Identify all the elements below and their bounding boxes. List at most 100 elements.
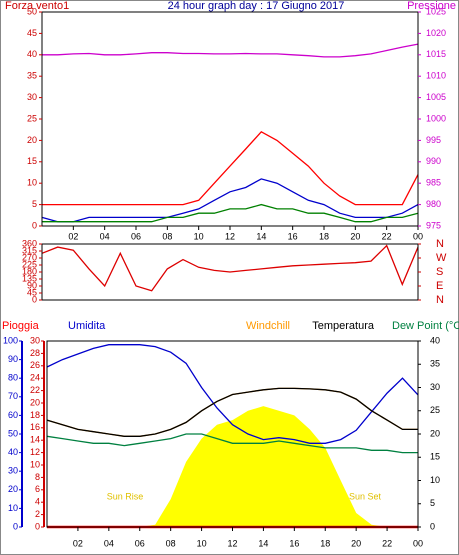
y-tick-label: 20 xyxy=(30,397,40,407)
y-tick-label: N xyxy=(436,238,444,250)
x-tick-label: 04 xyxy=(100,231,110,241)
x-tick-label: 14 xyxy=(258,538,268,548)
legend-entry: Windchill xyxy=(246,320,290,332)
y-tick-label: 135 xyxy=(22,273,37,283)
line xyxy=(42,203,419,223)
y-tick-label: W xyxy=(436,252,447,264)
y-tick-label: 1025 xyxy=(426,6,446,16)
x-tick-label: 16 xyxy=(288,231,298,241)
y-tick-label: 5 xyxy=(32,199,37,209)
y-tick-label: 100 xyxy=(3,335,18,345)
x-tick-label: 12 xyxy=(225,231,235,241)
y-tick-label: 60 xyxy=(8,410,18,420)
line xyxy=(46,433,418,454)
y-tick-label: 15 xyxy=(430,452,440,462)
y-tick-label: 0 xyxy=(430,521,435,531)
y-tick-label: 40 xyxy=(27,49,37,59)
y-tick-label: 1020 xyxy=(426,28,446,38)
line xyxy=(41,244,419,292)
y-tick-label: 0 xyxy=(32,220,37,230)
x-tick-label: 22 xyxy=(382,538,392,548)
x-tick-label: 18 xyxy=(319,231,329,241)
y-tick-label: 18 xyxy=(30,410,40,420)
y-tick-label: 1000 xyxy=(426,113,446,123)
y-tick-label: 14 xyxy=(30,435,40,445)
x-tick-label: 10 xyxy=(197,538,207,548)
legend-entry: Pioggia xyxy=(2,320,40,332)
y-tick-label: 2 xyxy=(35,509,40,519)
y-tick-label: N xyxy=(436,294,444,306)
y-tick-label: 24 xyxy=(30,373,40,383)
x-tick-label: 00 xyxy=(413,231,423,241)
y-tick-label: 50 xyxy=(8,428,18,438)
x-tick-label: 22 xyxy=(382,231,392,241)
y-tick-label: 35 xyxy=(430,359,440,369)
y-tick-label: 90 xyxy=(27,280,37,290)
y-tick-label: 10 xyxy=(30,459,40,469)
x-tick-label: 06 xyxy=(131,231,141,241)
y-label: Forza vento1 xyxy=(5,0,69,12)
line xyxy=(42,43,419,58)
x-tick-label: 20 xyxy=(350,231,360,241)
y-tick-label: 40 xyxy=(8,447,18,457)
y-tick-label: 30 xyxy=(8,466,18,476)
y-tick-label: 90 xyxy=(8,354,18,364)
y-tick-label: 360 xyxy=(22,238,37,248)
y-tick-label: 28 xyxy=(30,348,40,358)
y-tick-label: 10 xyxy=(8,503,18,513)
y-tick-label: 0 xyxy=(32,294,37,304)
y-tick-label: E xyxy=(436,280,443,292)
x-tick-label: 10 xyxy=(194,231,204,241)
y-tick-label: 80 xyxy=(8,373,18,383)
y-tick-label: 10 xyxy=(27,178,37,188)
legend-entry: Umidita xyxy=(68,320,106,332)
y-tick-label: 6 xyxy=(35,484,40,494)
y-tick-label: 225 xyxy=(22,259,37,269)
legend-entry: Dew Point (°C xyxy=(392,320,459,332)
y-tick-label: 50 xyxy=(27,6,37,16)
y-tick-label: 8 xyxy=(35,472,40,482)
y-tick-label: 70 xyxy=(8,391,18,401)
x-tick-label: 04 xyxy=(104,538,114,548)
x-tick-label: 12 xyxy=(227,538,237,548)
x-tick-label: 20 xyxy=(351,538,361,548)
y-tick-label: 0 xyxy=(13,521,18,531)
y-tick-label: 22 xyxy=(30,385,40,395)
y-tick-label: 20 xyxy=(8,484,18,494)
y-tick-label: 5 xyxy=(430,498,435,508)
y-tick-label: 995 xyxy=(426,135,441,145)
x-tick-label: 08 xyxy=(162,231,172,241)
y-tick-label: 26 xyxy=(30,360,40,370)
y-tick-label: 270 xyxy=(22,252,37,262)
y-tick-label: 20 xyxy=(430,428,440,438)
legend-entry: Temperatura xyxy=(312,320,375,332)
area xyxy=(47,406,418,527)
x-tick-label: 02 xyxy=(68,231,78,241)
line xyxy=(41,178,419,223)
y-tick-label: 180 xyxy=(22,266,37,276)
x-tick-label: 08 xyxy=(166,538,176,548)
y-tick-label: 4 xyxy=(35,497,40,507)
y-tick-label: 12 xyxy=(30,447,40,457)
y-tick-label: 975 xyxy=(426,220,441,230)
y-tick-label: 35 xyxy=(27,71,37,81)
y2-label: Pressione xyxy=(407,0,456,12)
y-tick-label: 1005 xyxy=(426,92,446,102)
y-tick-label: 315 xyxy=(22,245,37,255)
x-tick-label: 14 xyxy=(256,231,266,241)
y-tick-label: 25 xyxy=(27,113,37,123)
line xyxy=(46,387,418,437)
y-tick-label: 30 xyxy=(430,382,440,392)
line xyxy=(46,344,419,444)
y-tick-label: 0 xyxy=(35,521,40,531)
y-tick-label: 980 xyxy=(426,199,441,209)
line xyxy=(42,130,419,206)
y-tick-label: 30 xyxy=(30,335,40,345)
x-tick-label: 00 xyxy=(413,538,423,548)
y-tick-label: 20 xyxy=(27,135,37,145)
y-tick-label: 25 xyxy=(430,405,440,415)
y-tick-label: 40 xyxy=(430,335,440,345)
annotation: Sun Set xyxy=(349,491,382,501)
y-tick-label: 985 xyxy=(426,178,441,188)
